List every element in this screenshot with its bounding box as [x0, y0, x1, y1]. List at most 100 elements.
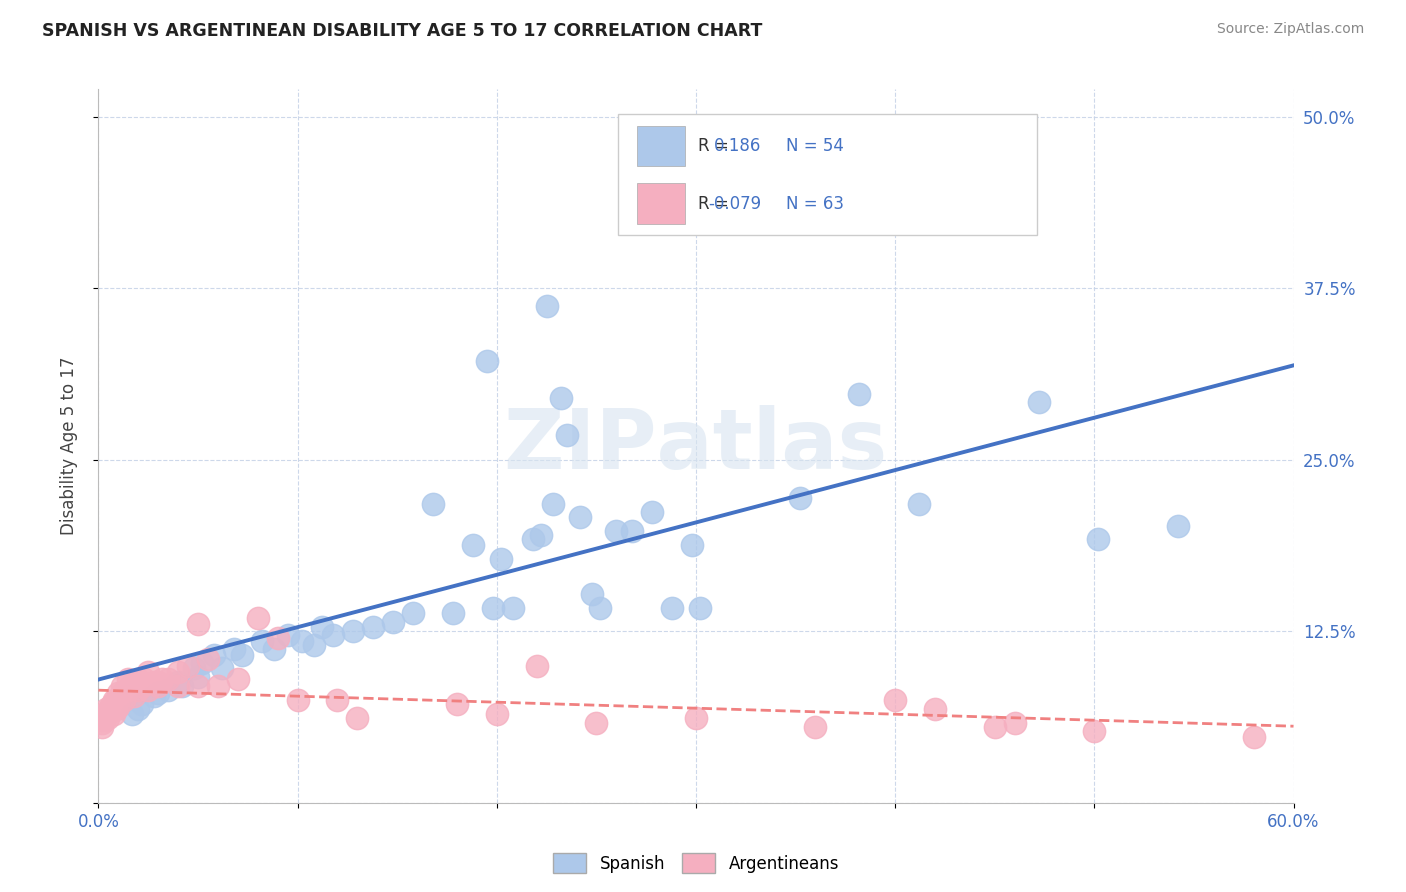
Point: [681, 538, 703, 552]
Point: [441, 607, 464, 621]
Point: [127, 683, 149, 698]
Point: [202, 648, 225, 662]
Point: [661, 601, 683, 615]
Point: [422, 497, 444, 511]
FancyBboxPatch shape: [619, 114, 1036, 235]
Point: [446, 697, 468, 711]
Point: [884, 693, 907, 707]
Point: [89, 714, 111, 728]
Point: [322, 628, 344, 642]
Point: [287, 693, 309, 707]
Point: [197, 651, 219, 665]
Point: [148, 675, 170, 690]
Point: [263, 642, 285, 657]
Point: [1083, 724, 1105, 739]
Point: [641, 505, 664, 519]
Text: SPANISH VS ARGENTINEAN DISABILITY AGE 5 TO 17 CORRELATION CHART: SPANISH VS ARGENTINEAN DISABILITY AGE 5 …: [42, 22, 762, 40]
Point: [131, 679, 153, 693]
FancyBboxPatch shape: [637, 126, 685, 166]
Point: [555, 428, 578, 442]
Point: [908, 497, 931, 511]
Point: [246, 610, 269, 624]
Point: [226, 673, 249, 687]
Point: [481, 601, 505, 615]
Point: [685, 711, 707, 725]
Point: [689, 601, 711, 615]
Point: [277, 628, 299, 642]
Text: R =: R =: [699, 194, 734, 212]
Point: [91, 720, 114, 734]
Point: [93, 714, 115, 728]
Point: [187, 669, 209, 683]
Point: [143, 675, 166, 690]
Point: [585, 716, 607, 731]
Point: [402, 607, 425, 621]
Point: [97, 711, 120, 725]
Point: [541, 497, 564, 511]
Point: [105, 702, 128, 716]
Point: [605, 524, 627, 538]
Point: [581, 587, 603, 601]
Point: [346, 711, 368, 725]
FancyBboxPatch shape: [637, 184, 685, 224]
Text: ZIP​atlas: ZIP​atlas: [505, 406, 887, 486]
Point: [167, 665, 190, 680]
Point: [96, 702, 118, 716]
Point: [485, 706, 508, 721]
Point: [148, 686, 170, 700]
Point: [157, 683, 180, 698]
Point: [177, 658, 200, 673]
Point: [103, 693, 125, 707]
Point: [107, 699, 129, 714]
Point: [150, 673, 173, 687]
Point: [167, 675, 190, 690]
Point: [124, 675, 146, 690]
Point: [143, 689, 166, 703]
Point: [111, 686, 134, 700]
Point: [475, 354, 498, 368]
Text: N = 54: N = 54: [786, 137, 844, 155]
Point: [120, 679, 142, 693]
Point: [100, 699, 122, 714]
Point: [111, 679, 134, 693]
Point: [267, 631, 290, 645]
Point: [290, 633, 312, 648]
Point: [231, 648, 253, 662]
Point: [342, 624, 364, 639]
Point: [183, 661, 205, 675]
Point: [326, 693, 349, 707]
Point: [550, 391, 572, 405]
Point: [131, 697, 153, 711]
Point: [93, 706, 115, 721]
Point: [187, 679, 209, 693]
Point: [526, 658, 548, 673]
Point: [101, 702, 124, 716]
Point: [311, 620, 333, 634]
Point: [789, 491, 811, 505]
Point: [136, 683, 159, 698]
Point: [621, 524, 644, 538]
Point: [157, 673, 180, 687]
Point: [172, 679, 194, 693]
Point: [211, 661, 233, 675]
Point: [101, 697, 124, 711]
Point: [382, 615, 405, 629]
Point: [127, 702, 149, 716]
Point: [103, 699, 125, 714]
Text: Source: ZipAtlas.com: Source: ZipAtlas.com: [1216, 22, 1364, 37]
Point: [187, 617, 209, 632]
Point: [522, 533, 544, 547]
Point: [124, 689, 146, 703]
Point: [207, 679, 229, 693]
Point: [222, 642, 245, 657]
Point: [302, 638, 325, 652]
Y-axis label: Disability Age 5 to 17: Disability Age 5 to 17: [59, 357, 77, 535]
Point: [105, 696, 128, 710]
Point: [924, 702, 946, 716]
Point: [530, 528, 553, 542]
Point: [363, 620, 385, 634]
Point: [107, 686, 129, 700]
Point: [112, 693, 135, 707]
Point: [136, 665, 159, 680]
Point: [1167, 518, 1189, 533]
